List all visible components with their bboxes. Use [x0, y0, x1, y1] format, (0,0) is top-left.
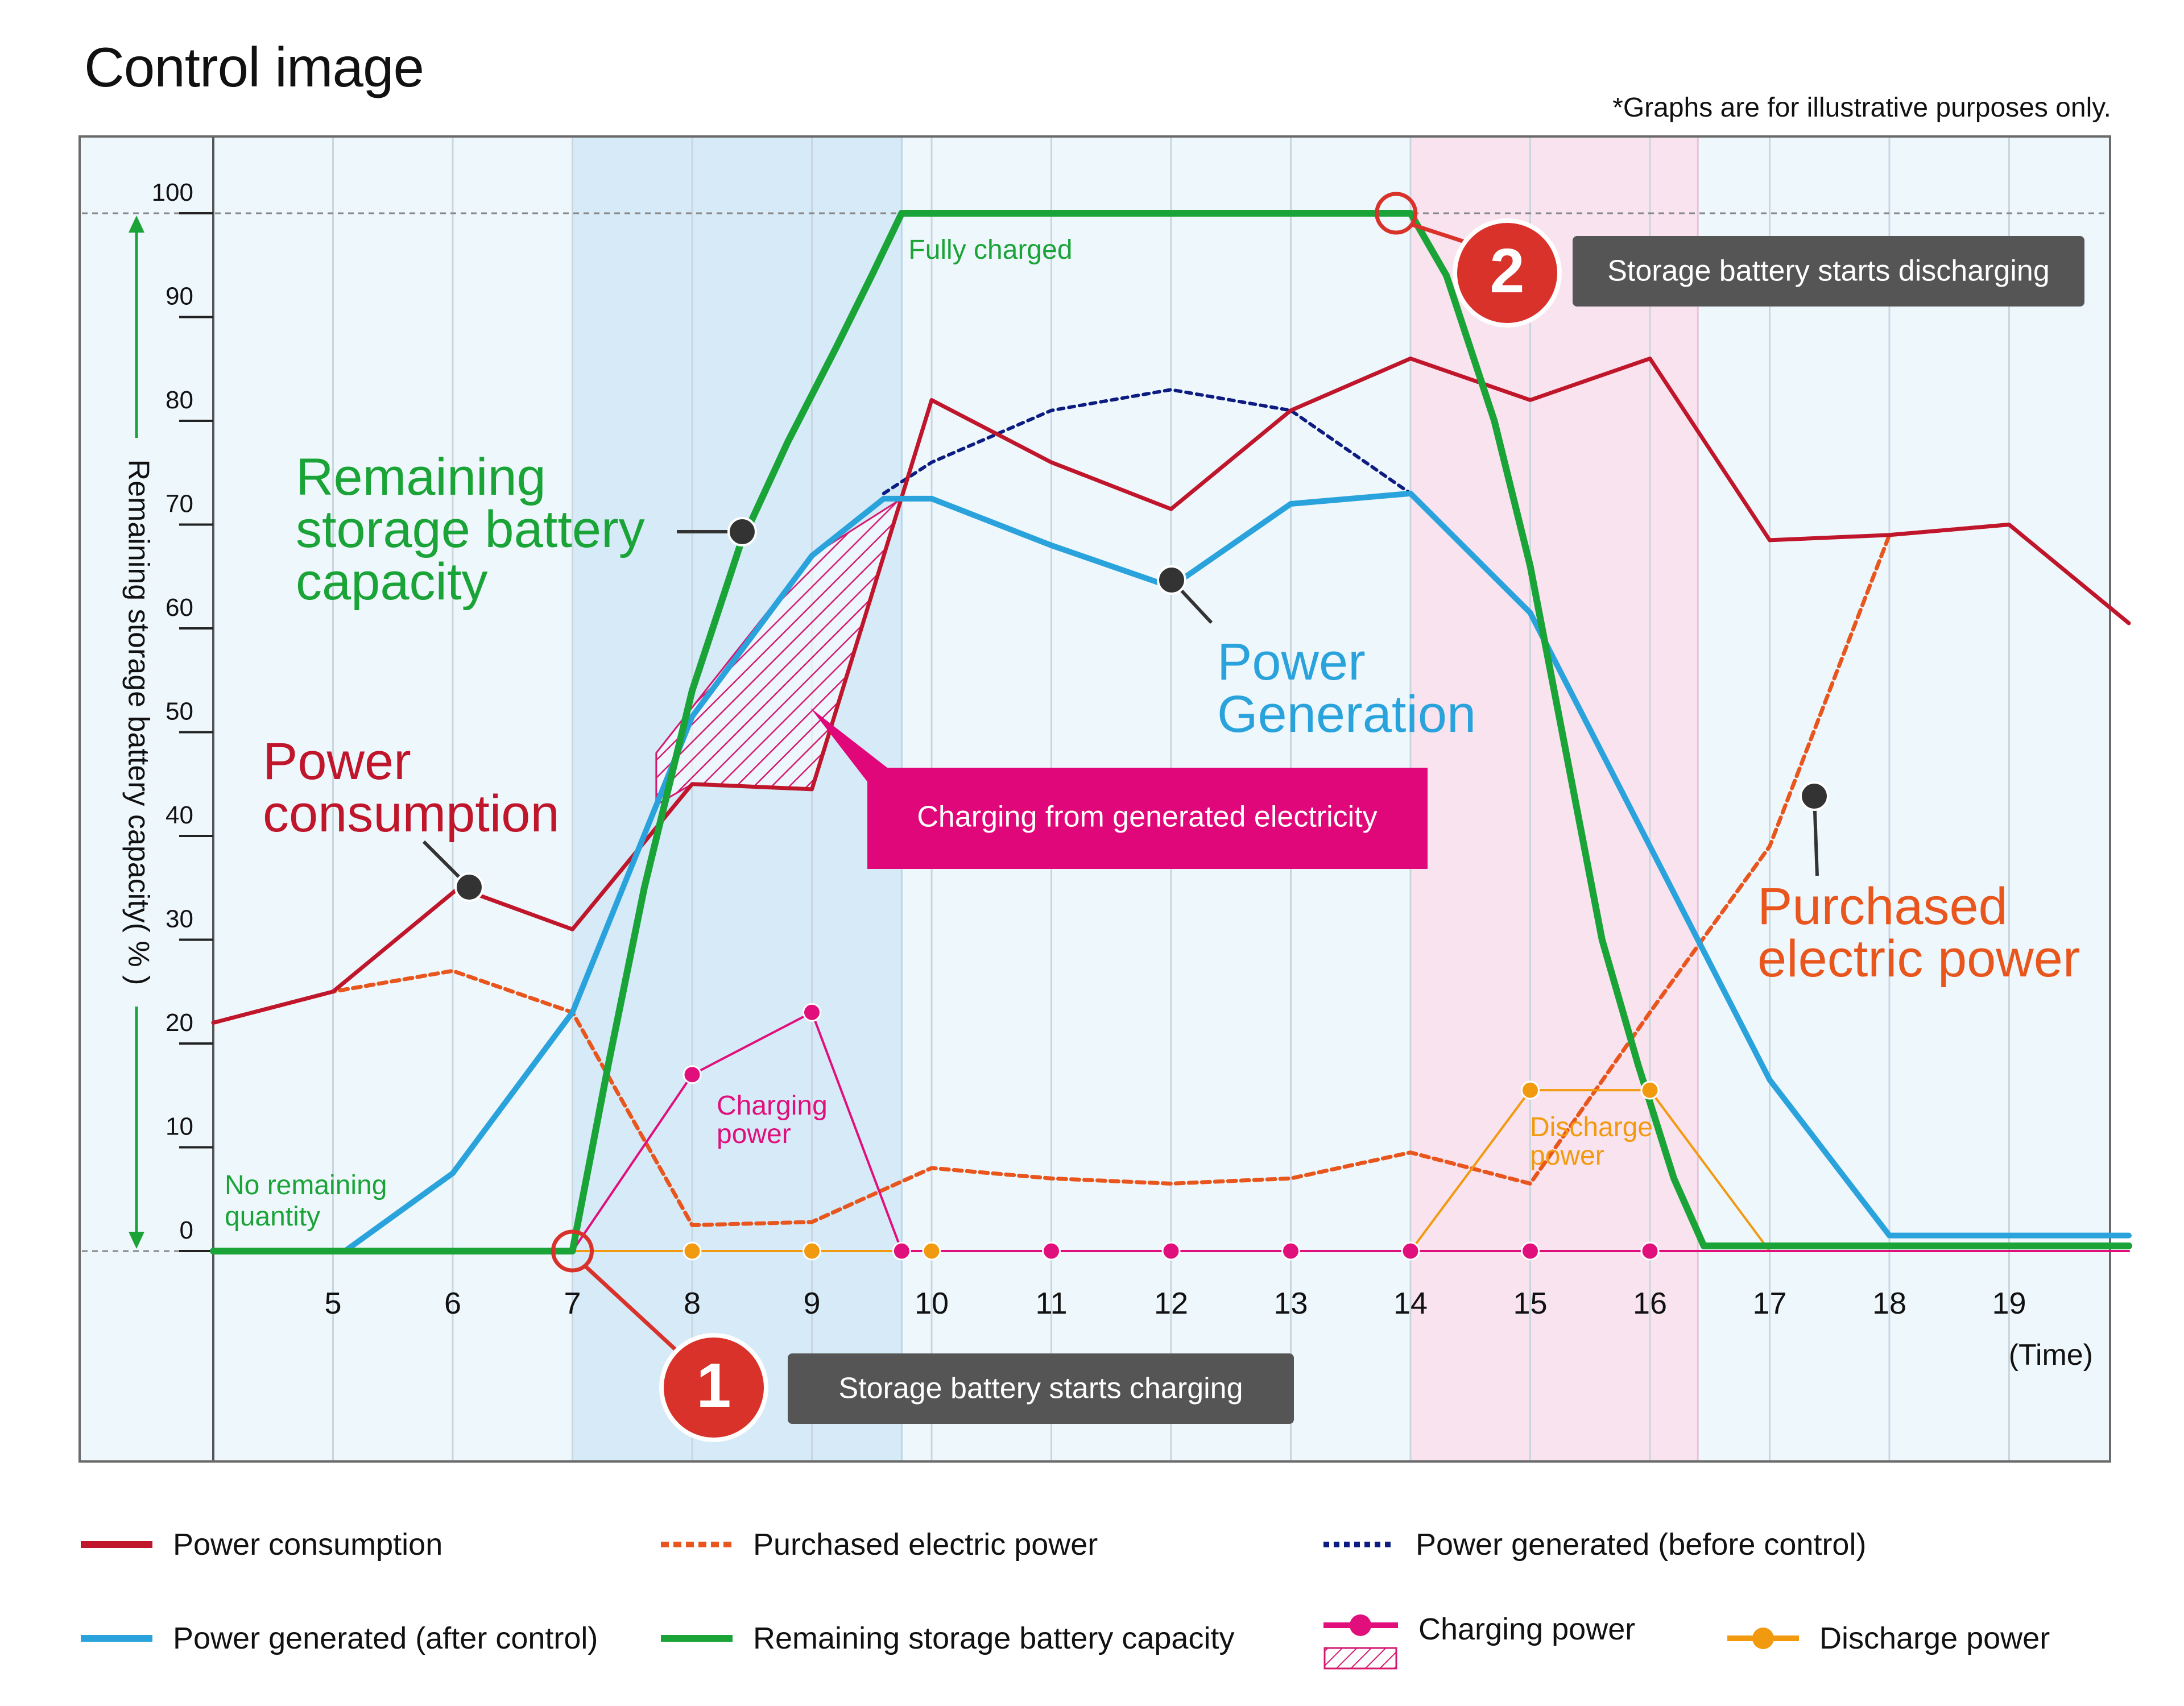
callout-1-text: Storage battery starts charging — [838, 1372, 1243, 1405]
y-arrow-head-bottom — [129, 1232, 144, 1249]
power-consumption-label: consumption — [263, 785, 560, 843]
x-tick-label: 19 — [1992, 1286, 2026, 1320]
series-line-consumption — [211, 357, 2131, 1025]
x-tick-label: 14 — [1393, 1286, 1428, 1320]
charging-point — [1281, 1241, 1300, 1261]
x-tick-label: 15 — [1513, 1286, 1547, 1320]
discharge-point — [803, 1241, 821, 1261]
discharge-power-label: Discharge — [1530, 1112, 1653, 1142]
y-tick-label: 90 — [166, 283, 193, 310]
charging-callout-text: Charging from generated electricity — [917, 801, 1377, 834]
discharge-band — [1410, 138, 1698, 1460]
x-tick-label: 18 — [1872, 1286, 1906, 1320]
y-tick-label: 40 — [166, 801, 193, 829]
callout-2-badge — [1453, 218, 1562, 328]
power-consumption-label: Power — [263, 732, 411, 790]
no-remaining-label: quantity — [225, 1202, 320, 1232]
y-tick-label: 80 — [166, 386, 193, 414]
series-line-generated-before — [882, 388, 1412, 495]
charging-point — [1640, 1241, 1660, 1261]
y-tick-label: 10 — [166, 1113, 193, 1141]
remaining-capacity-label: capacity — [296, 553, 488, 611]
charging-point — [682, 1065, 702, 1084]
y-tick-label: 50 — [166, 698, 193, 726]
x-tick-label: 8 — [684, 1286, 701, 1320]
power-generation-label: Generation — [1217, 685, 1476, 743]
no-remaining-label: No remaining — [225, 1170, 387, 1200]
x-tick-label: 9 — [803, 1286, 820, 1320]
illustrative-note: *Graphs are for illustrative purposes on… — [1612, 93, 2111, 123]
series-line-purchased — [211, 523, 2131, 1227]
x-axis-label: (Time) — [2009, 1339, 2093, 1372]
purchased-power-dot — [1800, 781, 1829, 811]
callout-2-box — [1573, 236, 2084, 307]
x-tick-label: 6 — [444, 1286, 461, 1320]
charging-point — [892, 1241, 911, 1261]
discharge-point — [922, 1241, 941, 1261]
y-tick-label: 60 — [166, 594, 193, 622]
x-tick-label: 7 — [564, 1286, 581, 1320]
series-layer — [210, 210, 2132, 1261]
discharge-point — [1521, 1080, 1540, 1100]
callout-1-leader — [584, 1264, 681, 1355]
purchased-power-label: electric power — [1757, 930, 2080, 988]
y-tick-label: 20 — [166, 1009, 193, 1037]
x-tick-label: 12 — [1154, 1286, 1188, 1320]
callout-1-ring — [551, 1229, 594, 1273]
charging-point — [1161, 1241, 1181, 1261]
page-title: Control image — [84, 36, 424, 98]
x-tick-label: 10 — [915, 1286, 949, 1320]
y-tick-label: 0 — [180, 1216, 193, 1244]
charging-point — [1521, 1241, 1540, 1261]
plot-background — [78, 135, 2111, 1463]
x-tick-label: 13 — [1273, 1286, 1308, 1320]
callout-2-number: 2 — [1490, 236, 1524, 306]
series-line-generated-after — [210, 490, 2132, 1254]
x-tick-label: 11 — [1035, 1286, 1067, 1320]
series-line-battery — [210, 210, 2132, 1254]
remaining-capacity-label: Remaining — [296, 448, 546, 506]
x-tick-label: 5 — [324, 1286, 341, 1320]
callout-1-number: 1 — [696, 1351, 731, 1421]
remaining-capacity-label: storage battery — [296, 500, 645, 558]
y-arrow-head-top — [129, 216, 144, 233]
y-tick-label: 30 — [166, 905, 193, 933]
charge-band — [572, 138, 902, 1460]
callout-2-ring — [1375, 192, 1418, 235]
callout-1-box — [788, 1353, 1294, 1424]
y-axis-label: Remaining storage battery capacity( % ) — [122, 459, 155, 985]
discharge-point — [1640, 1080, 1660, 1100]
power-generation-dot — [1157, 565, 1186, 595]
x-tick-label: 16 — [1633, 1286, 1667, 1320]
y-tick-label: 100 — [152, 179, 193, 206]
charging-point — [1401, 1241, 1420, 1261]
charging-point — [803, 1003, 821, 1022]
charging-power-label: Charging — [717, 1091, 828, 1121]
charging-callout-box — [867, 768, 1428, 869]
callout-1-badge — [659, 1333, 768, 1442]
fully-charged-label: Fully charged — [908, 235, 1072, 265]
remaining-capacity-dot — [727, 517, 757, 546]
discharge-point — [682, 1241, 702, 1261]
charging-power-label: power — [717, 1119, 791, 1149]
callout-2-text: Storage battery starts discharging — [1607, 255, 2050, 288]
power-consumption-dot — [454, 872, 484, 902]
discharge-power-label: power — [1530, 1141, 1604, 1171]
power-generation-label: Power — [1217, 633, 1366, 691]
x-tick-label: 17 — [1752, 1286, 1786, 1320]
charging-point — [1042, 1241, 1061, 1261]
purchased-power-label: Purchased — [1757, 877, 2008, 935]
y-tick-label: 70 — [166, 490, 193, 518]
